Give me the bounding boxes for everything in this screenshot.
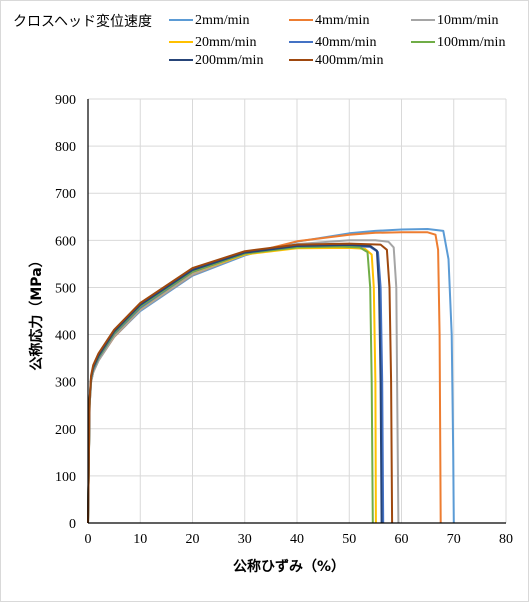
x-tick-label: 20 — [186, 532, 200, 547]
series-line-7 — [87, 242, 394, 524]
legend-label: 20mm/min — [195, 35, 257, 50]
legend-swatch — [411, 18, 435, 21]
series-line-5 — [87, 245, 374, 524]
x-tick-label: 0 — [85, 532, 92, 547]
legend-swatch — [289, 58, 313, 61]
tick-labels: 0 10 20 30 40 50 60 70 8001002003004005006007008… — [55, 93, 513, 547]
legend-item-400mm: 400mm/min — [289, 53, 383, 69]
y-tick-label: 600 — [55, 234, 76, 249]
x-tick-label: 70 — [447, 532, 461, 547]
legend-label: 10mm/min — [437, 13, 499, 28]
legend-label: 4mm/min — [315, 13, 370, 28]
x-tick-label: 40 — [290, 532, 304, 547]
legend-swatch — [169, 40, 193, 43]
legend-swatch — [411, 40, 435, 43]
y-tick-label: 900 — [55, 93, 76, 108]
legend-swatch — [289, 18, 313, 21]
x-tick-label: 50 — [342, 532, 356, 547]
legend-label: 200mm/min — [195, 53, 264, 68]
x-axis-title: 公称ひずみ（%） — [233, 558, 345, 575]
x-tick-label: 30 — [238, 532, 252, 547]
legend-item-4mm: 4mm/min — [289, 13, 369, 29]
x-tick-label: 80 — [499, 532, 513, 547]
x-tick-label: 60 — [395, 532, 409, 547]
legend-item-2mm: 2mm/min — [169, 13, 249, 29]
y-tick-label: 400 — [55, 329, 76, 344]
series-line-6 — [87, 244, 383, 524]
series-line-3 — [87, 246, 377, 524]
y-tick-label: 800 — [55, 140, 76, 155]
legend-item-100mm: 100mm/min — [411, 35, 505, 51]
legend-label: 100mm/min — [437, 35, 506, 50]
legend-label: 40mm/min — [315, 35, 377, 50]
legend-item-20mm: 20mm/min — [169, 35, 256, 51]
y-axis-title: 公称応力（MPa） — [28, 253, 45, 370]
y-tick-label: 700 — [55, 187, 76, 202]
axes — [87, 99, 506, 524]
legend-label: 400mm/min — [315, 53, 384, 68]
legend-item-40mm: 40mm/min — [289, 35, 376, 51]
x-tick-label: 10 — [133, 532, 147, 547]
y-tick-label: 300 — [55, 376, 76, 391]
legend-swatch — [169, 58, 193, 61]
gridlines — [87, 98, 507, 524]
legend-swatch — [289, 40, 313, 43]
legend-title: クロスヘッド変位速度 — [13, 14, 153, 30]
y-tick-label: 500 — [55, 281, 76, 296]
y-tick-label: 200 — [55, 423, 76, 438]
legend-swatch — [169, 18, 193, 21]
series-layer — [87, 228, 455, 524]
y-tick-label: 0 — [69, 517, 76, 532]
legend-item-10mm: 10mm/min — [411, 13, 498, 29]
legend-label: 2mm/min — [195, 13, 250, 28]
legend-item-200mm: 200mm/min — [169, 53, 263, 69]
y-tick-label: 100 — [55, 470, 76, 485]
